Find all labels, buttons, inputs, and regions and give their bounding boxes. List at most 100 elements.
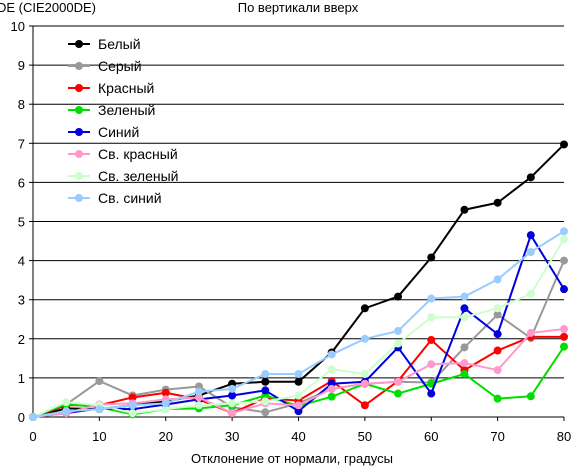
- y-tick-label: 4: [18, 254, 25, 269]
- data-point: [161, 388, 170, 397]
- data-point: [526, 392, 535, 401]
- data-point: [460, 343, 469, 352]
- data-point: [560, 325, 568, 334]
- legend-marker: [75, 194, 83, 202]
- legend-entry: Св. красный: [68, 146, 178, 162]
- legend-entry: Белый: [68, 36, 141, 52]
- legend-label: Св. зеленый: [98, 168, 178, 184]
- x-axis-label: Отклонение от нормали, градусы: [191, 451, 393, 466]
- data-point: [327, 392, 336, 401]
- data-point: [460, 313, 469, 322]
- y-tick-label: 7: [18, 136, 25, 151]
- data-point: [161, 399, 170, 408]
- data-point: [560, 140, 568, 149]
- data-point: [294, 391, 303, 400]
- y-tick-label: 9: [18, 58, 25, 73]
- data-point: [228, 391, 237, 400]
- data-point: [261, 369, 270, 378]
- x-tick-label: 0: [29, 429, 36, 444]
- legend-entry: Синий: [68, 124, 139, 140]
- y-tick-label: 2: [18, 332, 25, 347]
- data-point: [261, 408, 270, 417]
- y-tick-label: 6: [18, 175, 25, 190]
- data-point: [294, 369, 303, 378]
- legend-marker: [75, 128, 83, 136]
- x-tick-label: 40: [291, 429, 305, 444]
- legend-marker: [75, 106, 83, 114]
- y-tick-label: 5: [18, 215, 25, 230]
- data-point: [460, 205, 469, 214]
- data-point: [360, 379, 369, 388]
- axes: [29, 25, 565, 421]
- data-point: [427, 253, 436, 262]
- data-point: [427, 389, 436, 398]
- data-point: [493, 394, 502, 403]
- data-point: [194, 401, 203, 410]
- legend-marker: [75, 84, 83, 92]
- legend-entry: Св. зеленый: [68, 168, 178, 184]
- data-point: [161, 405, 170, 414]
- data-point: [526, 289, 535, 298]
- legend-entry: Серый: [68, 58, 142, 74]
- data-point: [526, 173, 535, 182]
- x-tick-label: 50: [358, 429, 372, 444]
- y-tick-label: 3: [18, 293, 25, 308]
- x-tick-label: 30: [225, 429, 239, 444]
- data-point: [493, 198, 502, 207]
- data-point: [493, 366, 502, 375]
- data-point: [194, 393, 203, 402]
- data-point: [360, 369, 369, 378]
- data-point: [360, 304, 369, 313]
- y-tick-label: 10: [11, 19, 25, 34]
- tick-labels: 0 1 2 3 4 5 6 7 8 9 10 0 10 20 30 40 50 60 70 80: [11, 19, 571, 444]
- data-point: [560, 256, 568, 265]
- legend-marker: [75, 172, 83, 180]
- data-point: [394, 292, 403, 301]
- data-point: [493, 330, 502, 339]
- data-point: [62, 398, 71, 407]
- data-point: [560, 235, 568, 244]
- legend-entry: Св. синий: [68, 190, 162, 206]
- data-point: [95, 405, 104, 414]
- x-tick-label: 10: [92, 429, 106, 444]
- data-point: [460, 369, 469, 378]
- x-tick-label: 80: [557, 429, 571, 444]
- data-point: [394, 389, 403, 398]
- y-tick-label: 1: [18, 371, 25, 386]
- data-point: [29, 413, 37, 421]
- data-point: [228, 384, 237, 393]
- data-point: [394, 339, 403, 348]
- series-7: [29, 235, 568, 421]
- data-point: [394, 377, 403, 386]
- data-point: [526, 328, 535, 337]
- chart-title: По вертикали вверх: [238, 0, 359, 15]
- data-point: [294, 401, 303, 410]
- data-point: [128, 393, 137, 402]
- data-point: [427, 335, 436, 344]
- legend-marker: [75, 40, 83, 48]
- data-point: [194, 387, 203, 396]
- data-point: [261, 386, 270, 395]
- data-point: [427, 294, 436, 303]
- data-point: [128, 401, 137, 410]
- data-point: [360, 401, 369, 410]
- data-point: [460, 359, 469, 368]
- legend-marker: [75, 62, 83, 70]
- legend: Белый Серый Красный Зеленый Синий Св. красный…: [68, 36, 178, 206]
- data-point: [228, 399, 237, 408]
- legend-label: Св. красный: [98, 146, 178, 162]
- data-point: [360, 334, 369, 343]
- data-point: [493, 304, 502, 313]
- data-point: [427, 360, 436, 369]
- data-point: [128, 409, 137, 418]
- legend-entry: Красный: [68, 80, 154, 96]
- data-point: [294, 377, 303, 386]
- data-point: [526, 231, 535, 240]
- x-tick-label: 70: [490, 429, 504, 444]
- data-point: [560, 227, 568, 236]
- data-point: [261, 397, 270, 406]
- data-point: [261, 377, 270, 386]
- data-point: [560, 332, 568, 341]
